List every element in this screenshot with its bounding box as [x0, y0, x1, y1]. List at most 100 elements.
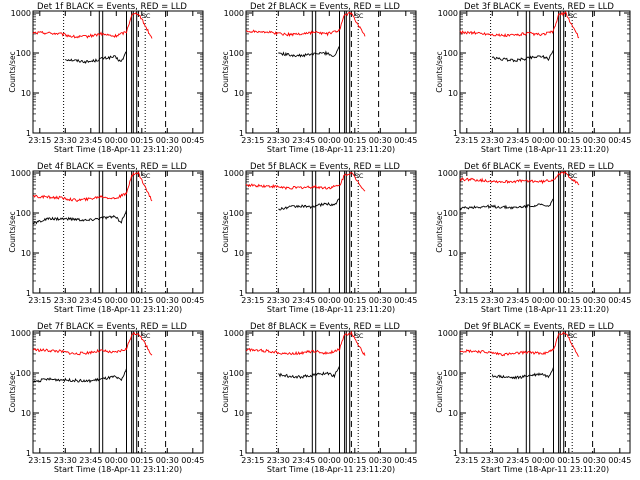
x-tick-label: 00:45 — [394, 296, 417, 305]
chart-panel-2: Det 2f BLACK = Events, RED = LLD 1 10 100 10… — [221, 2, 417, 154]
interval-box — [132, 330, 138, 454]
x-tick-label: 00:00 — [105, 456, 128, 465]
y-axis-label: Counts/sec — [8, 371, 17, 412]
chart-panel-8: Det 8f BLACK = Events, RED = LLD 1 10 100 10… — [221, 322, 417, 474]
y-tick-label: 1 — [26, 449, 31, 458]
chart-title: Det 1f BLACK = Events, RED = LLD — [37, 2, 187, 12]
x-tick-label: 23:15 — [455, 296, 478, 305]
y-tick-label: 100 — [443, 49, 458, 58]
y-axis-label: Counts/sec — [8, 51, 17, 92]
y-tick-label: 10 — [234, 249, 244, 258]
x-tick-label: 00:15 — [343, 296, 366, 305]
interval-box — [525, 170, 531, 294]
lld-series-line — [459, 331, 580, 357]
y-tick-label: 1000 — [11, 9, 31, 18]
y-tick-label: 1000 — [224, 9, 244, 18]
x-tick-label: 23:15 — [28, 296, 51, 305]
sc-label: SC — [142, 12, 151, 20]
y-axis-label: Counts/sec — [435, 371, 444, 412]
x-tick-label: 00:30 — [369, 136, 392, 145]
chart-panel-6: Det 6f BLACK = Events, RED = LLD 1 10 100 10… — [435, 162, 631, 314]
x-tick-label: 23:45 — [292, 136, 315, 145]
y-tick-label: 1000 — [438, 9, 458, 18]
x-tick-label: 23:30 — [54, 456, 77, 465]
events-series-line — [32, 368, 127, 384]
x-tick-label: 00:30 — [583, 136, 606, 145]
x-tick-label: 23:15 — [28, 136, 51, 145]
chart-title: Det 4f BLACK = Events, RED = LLD — [37, 162, 187, 172]
interval-box — [311, 330, 317, 454]
lld-series-line — [245, 171, 366, 192]
chart-title: Det 5f BLACK = Events, RED = LLD — [250, 162, 400, 172]
events-series-line — [278, 45, 340, 58]
x-tick-label: 00:30 — [156, 136, 179, 145]
chart-title: Det 3f BLACK = Events, RED = LLD — [464, 2, 614, 12]
x-tick-label: 23:45 — [79, 456, 102, 465]
y-tick-label: 100 — [229, 209, 244, 218]
sc-label: SC — [569, 12, 578, 20]
x-tick-label: 23:45 — [79, 296, 102, 305]
y-axis-label: Counts/sec — [221, 211, 230, 252]
x-tick-label: 00:45 — [608, 136, 631, 145]
y-tick-label: 1 — [239, 289, 244, 298]
plot-frame — [459, 330, 631, 454]
chart-title: Det 9f BLACK = Events, RED = LLD — [464, 322, 614, 332]
x-tick-label: 00:00 — [532, 296, 555, 305]
x-tick-label: 00:15 — [130, 296, 153, 305]
interval-box — [525, 10, 531, 134]
interval-box — [126, 330, 133, 454]
x-tick-label: 00:00 — [318, 456, 341, 465]
x-axis-label: Start Time (18-Apr-11 23:11:20) — [267, 305, 395, 314]
y-tick-label: 100 — [443, 209, 458, 218]
interval-box — [525, 330, 531, 454]
lld-series-line — [459, 11, 580, 39]
x-tick-label: 00:45 — [181, 456, 204, 465]
x-tick-label: 23:30 — [54, 136, 77, 145]
events-series-line — [65, 51, 127, 65]
x-tick-label: 23:15 — [241, 136, 264, 145]
x-tick-label: 00:45 — [394, 456, 417, 465]
x-tick-label: 00:30 — [369, 456, 392, 465]
chart-panel-1: Det 1f BLACK = Events, RED = LLD 1 10 100 10… — [8, 2, 204, 154]
chart-panel-4: Det 4f BLACK = Events, RED = LLD 1 10 100 10… — [8, 162, 204, 314]
plot-frame — [245, 330, 417, 454]
x-tick-label: 00:15 — [557, 456, 580, 465]
events-series-line — [278, 365, 340, 380]
x-tick-label: 23:15 — [28, 456, 51, 465]
plot-frame — [459, 10, 631, 134]
y-tick-label: 1 — [453, 289, 458, 298]
y-tick-label: 100 — [229, 369, 244, 378]
y-tick-label: 1 — [239, 449, 244, 458]
y-tick-label: 10 — [234, 89, 244, 98]
x-tick-label: 23:45 — [79, 136, 102, 145]
x-tick-label: 00:30 — [583, 296, 606, 305]
lld-series-line — [32, 12, 153, 39]
x-tick-label: 23:30 — [267, 456, 290, 465]
x-tick-label: 23:45 — [292, 456, 315, 465]
y-tick-label: 10 — [21, 409, 31, 418]
x-tick-label: 00:00 — [532, 136, 555, 145]
y-axis-label: Counts/sec — [221, 371, 230, 412]
plot-frame — [32, 330, 204, 454]
y-tick-label: 100 — [16, 369, 31, 378]
y-tick-label: 10 — [448, 249, 458, 258]
interval-box — [311, 10, 317, 134]
plot-frame — [32, 170, 204, 294]
sc-label: SC — [142, 332, 151, 340]
interval-box — [98, 330, 104, 454]
x-tick-label: 00:00 — [105, 136, 128, 145]
x-tick-label: 00:30 — [583, 456, 606, 465]
chart-title: Det 8f BLACK = Events, RED = LLD — [250, 322, 400, 332]
y-tick-label: 1000 — [11, 169, 31, 178]
events-series-line — [32, 209, 127, 225]
y-tick-label: 100 — [16, 49, 31, 58]
x-tick-label: 00:45 — [394, 136, 417, 145]
x-tick-label: 00:15 — [343, 456, 366, 465]
y-tick-label: 10 — [21, 89, 31, 98]
interval-box — [339, 10, 346, 134]
plot-frame — [459, 170, 631, 294]
x-tick-label: 00:30 — [156, 456, 179, 465]
chart-panel-9: Det 9f BLACK = Events, RED = LLD 1 10 100 10… — [435, 322, 631, 474]
interval-box — [559, 170, 565, 294]
